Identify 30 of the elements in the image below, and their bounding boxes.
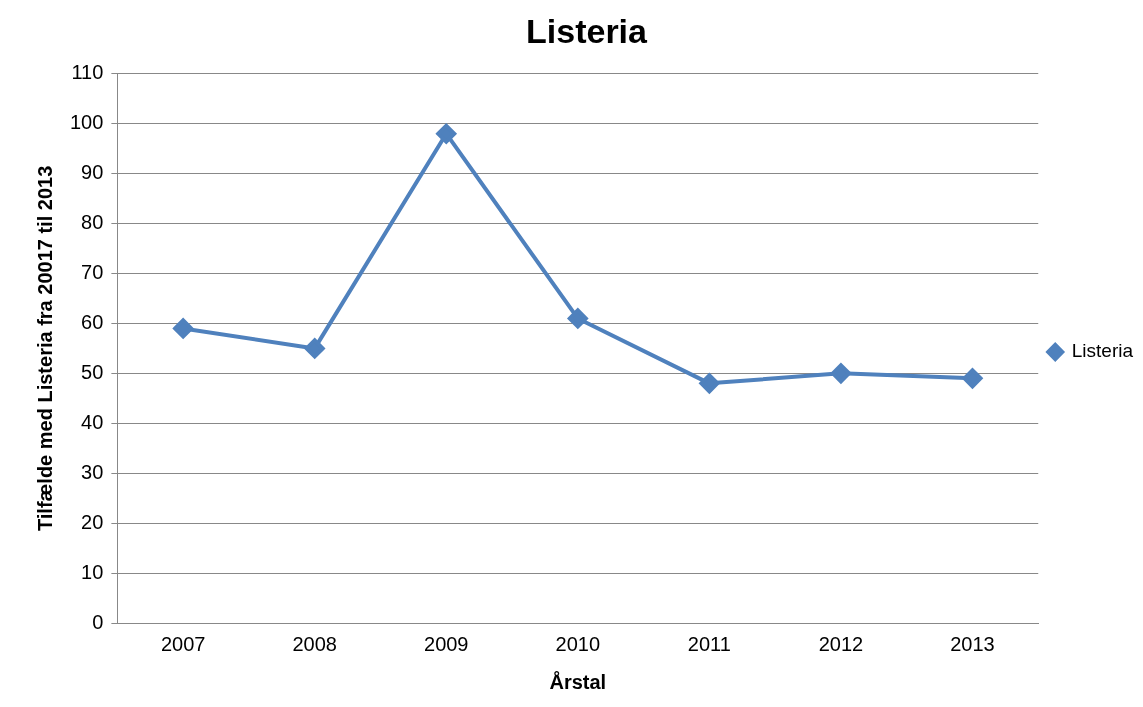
y-tick-label: 90	[81, 161, 104, 184]
x-tick-label: 2011	[687, 632, 731, 655]
chart-title: Listeria	[526, 11, 649, 50]
x-tick-label: 2009	[424, 632, 469, 655]
point	[567, 308, 588, 329]
legend-label: Listeria	[1071, 340, 1134, 362]
y-tick-label: 110	[71, 61, 104, 84]
y-tick-label: 40	[81, 410, 104, 433]
x-tick-label: 2010	[555, 632, 601, 655]
y-tick-label: 80	[81, 211, 104, 234]
y-tick-label: 100	[69, 111, 104, 134]
y-tick-label: 60	[81, 310, 104, 333]
y-tick-label: 0	[92, 610, 104, 633]
point	[699, 373, 720, 394]
point	[304, 338, 325, 359]
x-tick-label: 2012	[818, 632, 864, 655]
y-tick-label: 30	[81, 460, 104, 483]
point	[830, 363, 851, 384]
point	[436, 123, 457, 144]
y-tick-label: 10	[81, 560, 104, 583]
x-tick-label: 2008	[292, 632, 337, 655]
y-tick-label: 20	[81, 510, 104, 533]
x-tick-label: 2013	[950, 632, 995, 655]
y-axis-title: Tilfælde med Listeria fra 20017 til 2013	[33, 165, 56, 532]
point	[962, 368, 983, 389]
point	[173, 318, 194, 339]
y-tick-label: 70	[81, 261, 104, 284]
y-tick-label: 50	[81, 360, 104, 383]
x-tick-label: 2007	[160, 632, 206, 655]
x-axis-title: Årstal	[549, 669, 607, 693]
